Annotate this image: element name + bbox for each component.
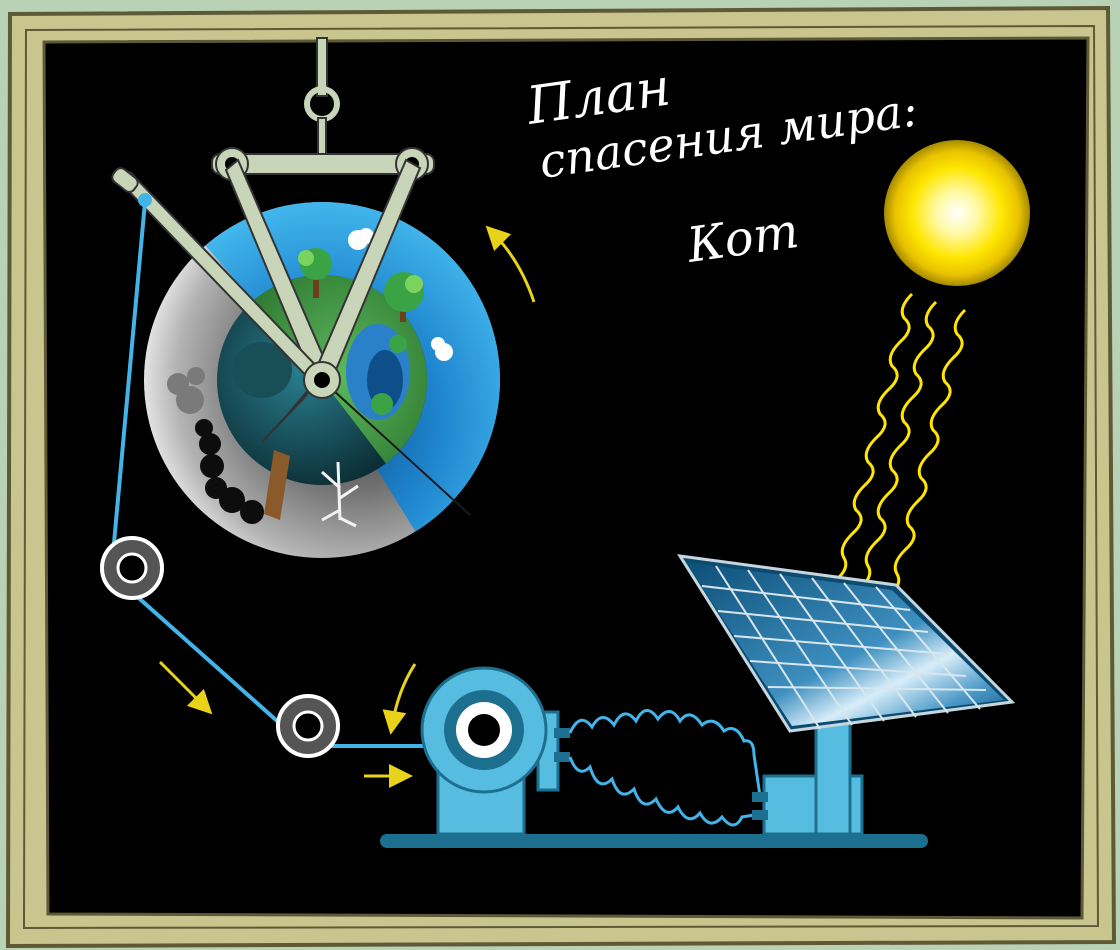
solar-panel-icon xyxy=(677,554,1016,733)
lever-icon xyxy=(111,37,435,443)
sun-ray-icon xyxy=(859,300,938,590)
rope-knot xyxy=(138,193,152,207)
solar-panel-stand xyxy=(752,716,864,836)
sun-rays xyxy=(835,292,967,598)
sun-ray-icon xyxy=(888,308,967,598)
generator-icon xyxy=(380,666,928,848)
direction-arrows xyxy=(158,225,536,788)
sun-icon xyxy=(884,140,1030,286)
dead-tree-icon xyxy=(321,461,359,528)
wires xyxy=(568,709,762,827)
sun-ray-icon xyxy=(835,292,914,582)
smoke-icon xyxy=(195,419,264,524)
tree-icon xyxy=(298,248,332,298)
direction-arrow-icon xyxy=(485,225,536,303)
chimney-icon xyxy=(264,450,290,520)
tree-icon xyxy=(384,272,424,322)
direction-arrow-icon xyxy=(382,663,417,735)
direction-arrow-icon xyxy=(158,660,213,715)
pulley-icon xyxy=(276,694,340,758)
pulley-icon xyxy=(100,536,164,600)
